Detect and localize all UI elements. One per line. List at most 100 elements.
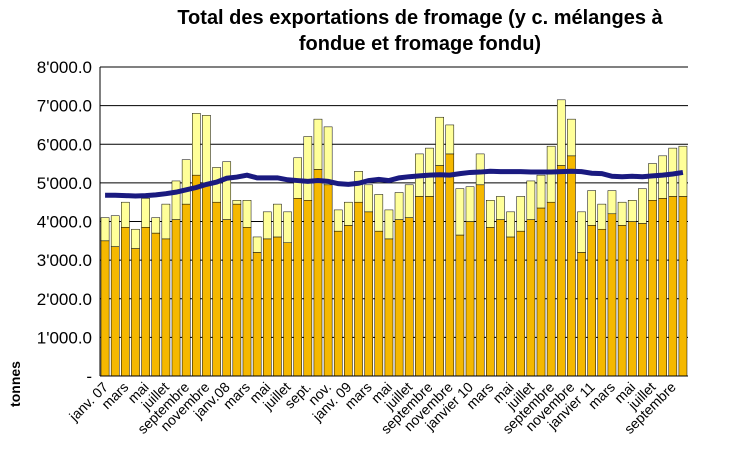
line [105,168,684,199]
bar [151,232,161,377]
bar [364,211,373,377]
bar [617,201,627,226]
bar [141,227,150,377]
bar [435,116,444,166]
bar [141,198,150,228]
bar [344,225,353,377]
bar [283,242,292,377]
bar [445,124,455,155]
bar [344,201,353,226]
bar [121,227,130,377]
bar [313,169,323,377]
y-tick-label: 3'000.0 [37,251,92,270]
bar [283,211,292,243]
bar [648,163,657,201]
bar [303,200,313,377]
bar [131,228,140,249]
bar [577,252,586,377]
bar [192,113,201,176]
y-axis-label: tonnes [7,361,23,407]
y-tick-label: - [86,367,92,386]
bar [536,207,546,377]
bar [627,200,637,222]
bar [181,203,191,377]
y-tick-label: 7'000.0 [37,97,92,116]
bar [607,190,617,215]
bar [252,252,262,377]
y-tick-label: 2'000.0 [37,290,92,309]
bar [232,203,242,377]
bar [668,196,678,377]
bar [404,217,414,377]
bar [374,230,384,377]
bar [202,182,211,377]
bar [242,227,252,377]
bar [394,192,404,220]
y-tick-label: 1'000.0 [37,328,92,347]
bar [496,219,505,377]
bar [232,200,242,205]
bar [546,201,556,377]
bar [627,221,637,377]
bar [678,196,688,377]
bar [556,165,566,377]
bar [638,223,647,377]
bar [506,211,515,238]
bar [486,200,495,228]
bar [648,200,657,377]
bar [222,219,232,377]
bar [313,118,323,170]
bar [465,221,475,377]
bar [658,198,667,377]
chart-title: fondue et fromage fondu) [299,33,541,55]
bar [273,236,282,377]
bar [273,203,282,238]
bar [404,184,414,218]
bar [354,201,363,377]
bar [496,196,505,220]
bar [475,184,485,377]
bar [171,219,181,377]
bar [587,225,596,377]
bar [293,198,302,377]
bar [161,203,171,240]
bar [425,147,434,197]
bar [242,200,252,228]
bar [323,184,333,377]
bar [110,246,120,377]
bar [486,227,495,377]
bar [151,217,161,234]
bar [526,219,536,377]
bar [556,99,566,166]
chart-title: Total des exportations de fromage (y c. … [177,7,663,29]
bar [121,201,130,228]
bar [181,159,191,205]
bar [333,209,343,232]
bar [567,118,576,157]
bar [577,211,586,253]
bar [171,180,181,220]
y-tick-label: 6'000.0 [37,135,92,154]
bar [445,153,455,377]
bar [333,230,343,377]
bar [455,188,465,236]
y-tick-label: 5'000.0 [37,174,92,193]
bar [607,213,617,377]
bar [212,201,221,377]
y-tick-label: 8'000.0 [37,58,92,77]
bar [110,215,120,247]
bar [567,155,576,377]
bar [161,238,171,377]
bar [506,236,515,377]
bar [638,188,647,224]
bar [516,196,526,232]
bar [587,190,596,226]
bar [425,196,434,377]
bar [384,238,394,377]
bar [364,184,373,213]
bar [192,174,201,377]
bar [597,203,607,230]
bar [374,194,384,232]
bar [384,209,394,240]
